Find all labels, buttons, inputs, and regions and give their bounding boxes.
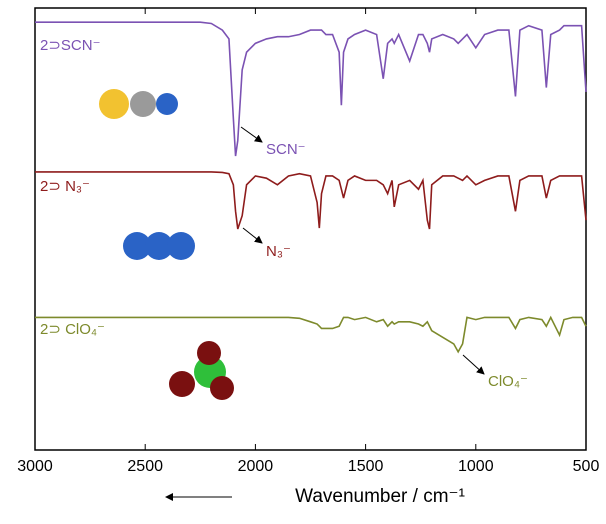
series-label: 2⊃ N₃⁻ [40,178,90,195]
arrow [462,354,485,375]
series-label: 2⊃ ClO₄⁻ [40,321,105,338]
arrow [240,126,263,143]
x-tick-label: 2500 [127,458,163,475]
x-axis-label: Wavenumber / cm⁻¹ [295,486,465,507]
annotation: ClO₄⁻ [488,373,528,390]
x-tick-label: 1500 [348,458,384,475]
plot-frame [34,7,587,451]
x-tick-label: 1000 [458,458,494,475]
spectrum-line [35,21,587,157]
annotation: SCN⁻ [266,141,306,158]
spectrum-line [35,315,587,354]
spectrum-line [35,171,587,230]
x-tick-label: 500 [573,458,600,475]
x-tick-label: 2000 [238,458,274,475]
icons [99,89,234,400]
arrow [242,227,263,244]
x-tick-label: 3000 [17,458,53,475]
annotation: N₃⁻ [266,243,291,260]
series-label: 2⊃SCN⁻ [40,37,101,54]
